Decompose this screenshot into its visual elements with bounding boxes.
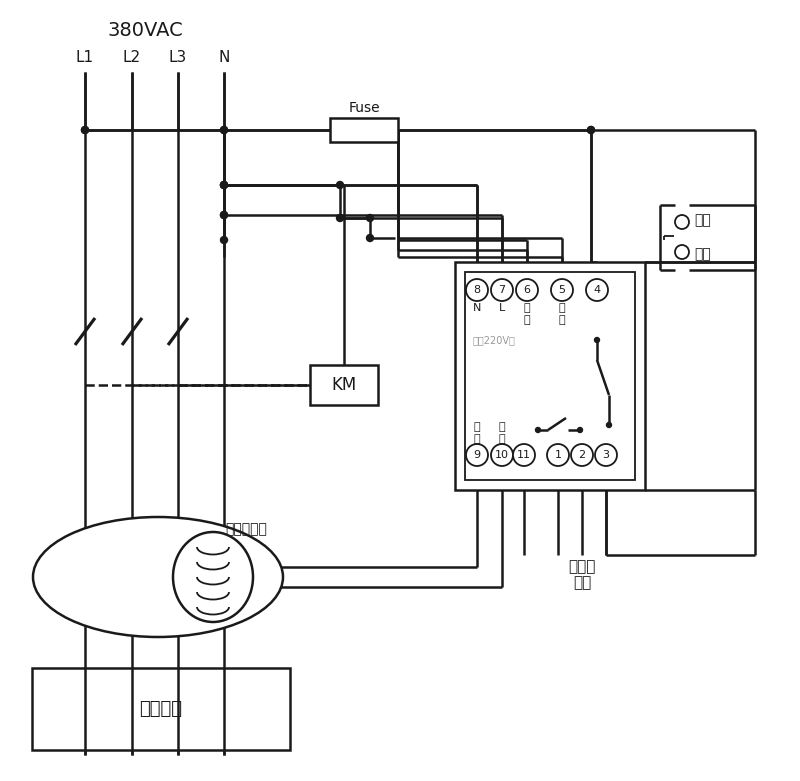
Circle shape (491, 279, 513, 301)
Text: 11: 11 (517, 450, 531, 460)
Text: 接声光: 接声光 (568, 559, 596, 575)
Circle shape (606, 423, 611, 427)
Text: 用户设备: 用户设备 (139, 700, 182, 718)
Text: L: L (499, 303, 505, 313)
Text: N: N (473, 303, 481, 313)
Circle shape (337, 181, 343, 188)
Text: 信: 信 (498, 422, 506, 432)
Circle shape (586, 279, 608, 301)
Circle shape (221, 127, 227, 134)
Text: 试: 试 (524, 303, 530, 313)
Circle shape (675, 215, 689, 229)
Circle shape (571, 444, 593, 466)
Text: 3: 3 (602, 450, 610, 460)
Circle shape (547, 444, 569, 466)
Circle shape (587, 127, 594, 134)
Text: 5: 5 (558, 285, 566, 295)
Circle shape (466, 444, 488, 466)
Circle shape (587, 127, 594, 134)
Circle shape (513, 444, 535, 466)
Circle shape (594, 337, 599, 343)
Ellipse shape (173, 532, 253, 622)
Text: 8: 8 (474, 285, 481, 295)
Circle shape (675, 245, 689, 259)
Text: 10: 10 (495, 450, 509, 460)
Circle shape (221, 181, 227, 188)
Bar (32, 668, 290, 750)
Text: 380VAC: 380VAC (107, 20, 183, 40)
Text: 自锁: 自锁 (694, 213, 710, 227)
Text: KM: KM (331, 376, 357, 394)
Text: L1: L1 (76, 51, 94, 66)
Text: 试: 试 (558, 303, 566, 313)
Text: 9: 9 (474, 450, 481, 460)
Text: 1: 1 (554, 450, 562, 460)
Circle shape (82, 127, 89, 134)
Text: 4: 4 (594, 285, 601, 295)
Bar (330, 118, 398, 142)
Bar (465, 272, 635, 480)
Text: 2: 2 (578, 450, 586, 460)
Text: 开关: 开关 (694, 247, 710, 261)
Text: L3: L3 (169, 51, 187, 66)
Circle shape (221, 212, 227, 219)
Circle shape (466, 279, 488, 301)
Text: 零序互感器: 零序互感器 (225, 522, 267, 536)
Circle shape (221, 181, 227, 188)
Circle shape (366, 215, 374, 222)
Ellipse shape (33, 517, 283, 637)
Circle shape (221, 212, 227, 219)
Text: 号: 号 (498, 434, 506, 444)
Circle shape (337, 215, 343, 222)
Text: N: N (218, 51, 230, 66)
Text: Fuse: Fuse (348, 101, 380, 115)
Circle shape (366, 234, 374, 241)
Bar (310, 365, 378, 405)
Text: 报警: 报警 (573, 576, 591, 590)
Circle shape (535, 427, 541, 433)
Text: 验: 验 (524, 315, 530, 325)
Text: 6: 6 (523, 285, 530, 295)
Circle shape (221, 237, 227, 244)
Text: 信: 信 (474, 422, 480, 432)
Text: 7: 7 (498, 285, 506, 295)
Bar (455, 262, 645, 490)
Circle shape (491, 444, 513, 466)
Circle shape (221, 127, 227, 134)
Text: 号: 号 (474, 434, 480, 444)
Circle shape (595, 444, 617, 466)
Text: 验: 验 (558, 315, 566, 325)
Text: L2: L2 (123, 51, 141, 66)
Circle shape (551, 279, 573, 301)
Circle shape (82, 127, 89, 134)
Circle shape (516, 279, 538, 301)
Circle shape (221, 181, 227, 188)
Text: 电源220V～: 电源220V～ (473, 335, 516, 345)
Circle shape (578, 427, 582, 433)
